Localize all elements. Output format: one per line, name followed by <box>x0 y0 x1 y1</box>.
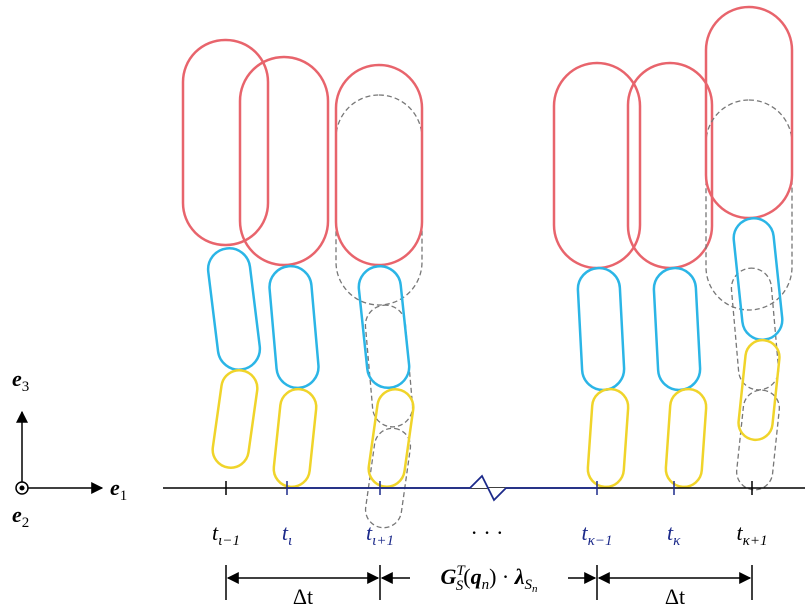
shank <box>587 388 630 488</box>
subscript: ι <box>288 533 292 549</box>
ghost-thigh <box>364 303 414 428</box>
shank <box>210 368 259 470</box>
axis-label: e2 <box>12 502 29 531</box>
subscript: 1 <box>120 488 128 504</box>
shank <box>272 387 318 488</box>
axis-label: e3 <box>12 366 29 395</box>
interval-label: Δt <box>665 584 685 609</box>
shank <box>665 388 708 488</box>
part: ) · <box>489 564 515 589</box>
time-label: tκ+1 <box>737 520 768 549</box>
origin-dot <box>20 486 24 490</box>
part: q <box>471 564 482 589</box>
time-label: tκ <box>667 520 681 549</box>
thigh <box>206 246 263 372</box>
time-label: tι+1 <box>366 520 394 549</box>
shank <box>366 387 415 489</box>
subscript: ι+1 <box>372 533 394 549</box>
frame <box>16 412 102 494</box>
subscript: κ+1 <box>743 533 768 549</box>
time-label: tι−1 <box>212 520 240 549</box>
diagram: e3 e1 e2 tι−1tιtι+1tκ−1tκtκ+1 · · · Δt Δ… <box>0 0 805 609</box>
subscript: 3 <box>22 379 30 395</box>
symbol: e <box>110 475 120 500</box>
subscript: 2 <box>22 515 30 531</box>
part: λ <box>514 564 525 589</box>
symbol: e <box>12 502 22 527</box>
time-label: tκ−1 <box>582 520 613 549</box>
thigh <box>577 267 625 391</box>
timeline <box>163 476 805 500</box>
ghost-torso <box>336 95 422 305</box>
part: n <box>532 583 538 595</box>
interval-label: Δt <box>293 584 313 609</box>
thigh <box>653 267 701 391</box>
ellipsis: · · · <box>471 520 504 545</box>
torso <box>183 40 268 245</box>
subscript: ι−1 <box>218 533 240 549</box>
part: G <box>441 564 457 589</box>
thigh <box>268 264 320 389</box>
contact-phase <box>287 476 597 500</box>
legs <box>183 7 792 530</box>
subscript: κ <box>673 533 681 549</box>
part: ( <box>463 564 470 589</box>
symbol: e <box>12 366 22 391</box>
thigh <box>732 216 785 342</box>
time-label: tι <box>282 520 292 549</box>
subscript: κ−1 <box>588 533 613 549</box>
part: n <box>482 577 490 593</box>
axis-label: e1 <box>110 475 127 504</box>
